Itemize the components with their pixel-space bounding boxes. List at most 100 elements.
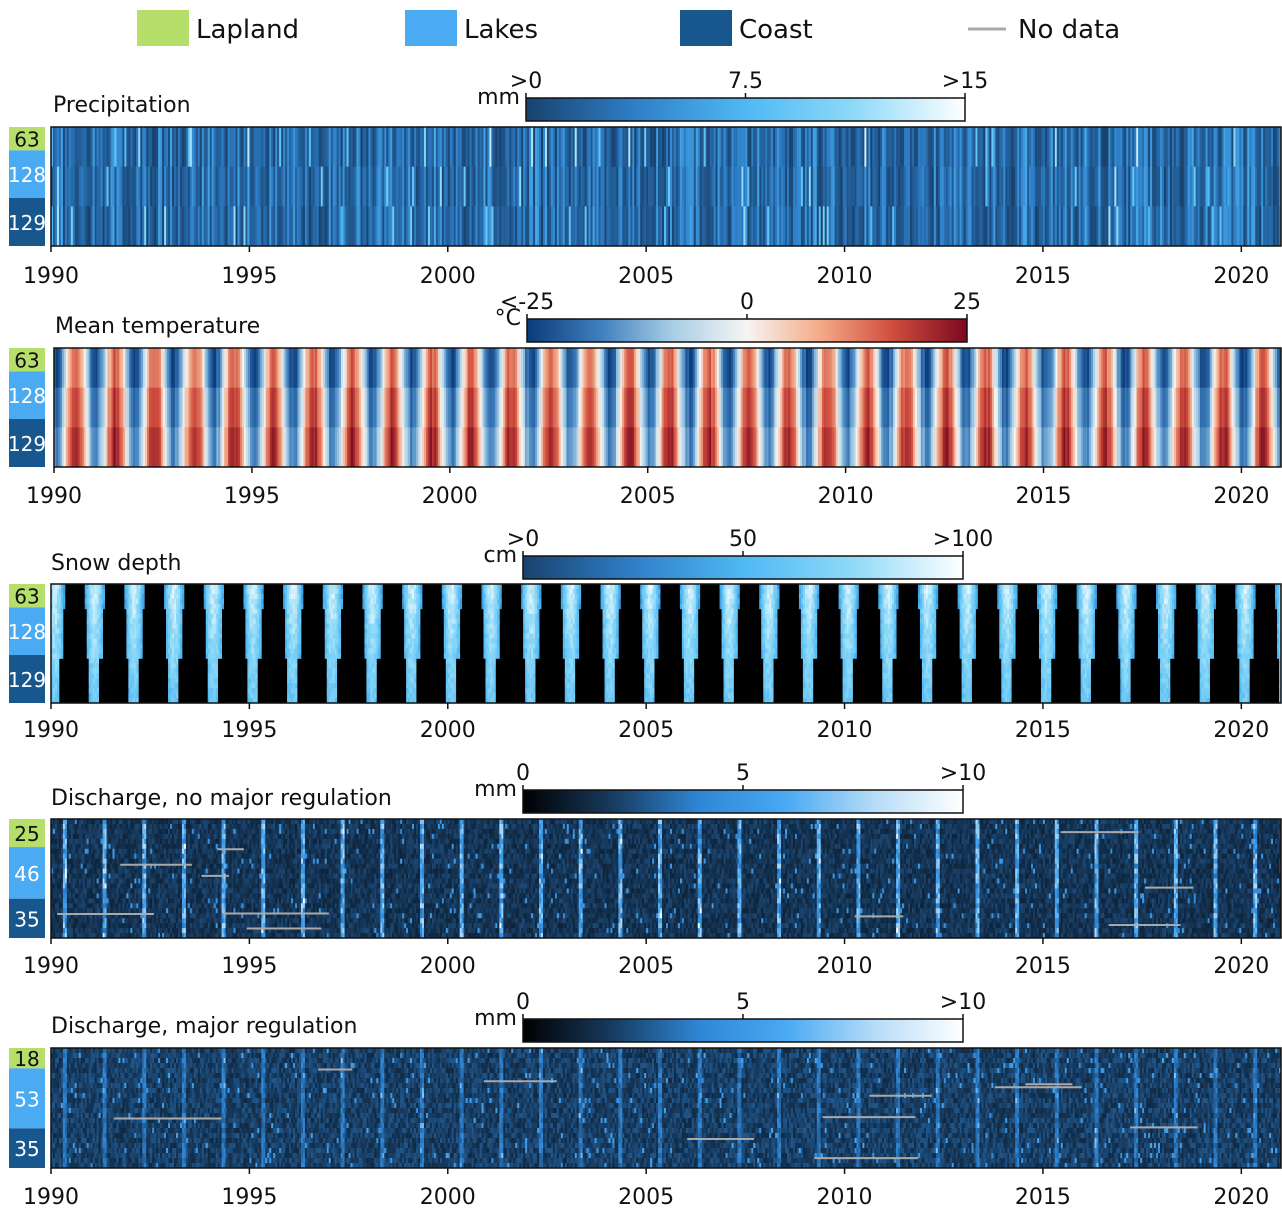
heatmap-cell [955,206,959,247]
heatmap-cell [1070,206,1074,247]
heatmap-cell [1027,206,1030,247]
heatmap-cell [471,206,474,247]
heatmap-cell [76,166,80,207]
heatmap-cell [1066,127,1070,168]
heatmap-cell [489,127,492,168]
heatmap-cell [650,206,653,247]
heatmap-cell [1239,127,1242,168]
heatmap-cell [673,127,677,168]
heatmap-cell [1191,166,1195,207]
heatmap-cell [140,166,143,207]
panel-title: Snow depth [51,551,181,576]
heatmap-cell [1195,166,1199,207]
heatmap-cell [78,206,82,247]
heatmap-cell [1007,127,1010,168]
heatmap-cell [1114,206,1117,247]
heatmap-cell [108,166,111,207]
heatmap-cell [517,127,520,168]
heatmap-cell [1011,206,1014,247]
heatmap-cell [130,166,133,207]
heatmap-cell [1084,166,1087,207]
heatmap-cell [1205,206,1208,247]
legend-label: Lapland [196,15,299,45]
heatmap-cell [733,166,736,207]
heatmap-cell [1161,206,1165,247]
heatmap-cell [350,127,353,168]
heatmap-cell [1013,206,1016,247]
heatmap-cell [1110,127,1113,168]
heatmap-cell [177,206,181,247]
heatmap-cell [828,127,832,168]
heatmap-cell [61,427,65,468]
heatmap-cell [195,166,199,207]
heatmap-cell [1021,206,1024,247]
heatmap-cell [854,127,857,168]
heatmap-cell [56,663,60,669]
heatmap-cell [332,206,336,247]
heatmap-cell [463,127,467,168]
heatmap-cell [638,127,641,168]
heatmap-cell [447,127,451,168]
heatmap-cell [116,206,119,247]
heatmap-cell [223,206,226,247]
heatmap-cell [269,166,272,207]
heatmap-cell [96,668,100,674]
heatmap-cell [142,593,145,600]
heatmap-cell [1013,127,1016,168]
heatmap-cell [164,127,167,168]
heatmap-cell [660,127,663,168]
heatmap-cell [828,206,832,247]
heatmap-cell [727,166,730,207]
heatmap-cell [677,166,681,207]
heatmap-cell [91,427,94,468]
heatmap-cell [993,166,996,207]
heatmap-cell [989,206,992,247]
heatmap-cell [929,206,933,247]
heatmap-cell [172,206,175,247]
heatmap-cell [717,127,720,168]
heatmap-cell [872,206,875,247]
heatmap-cell [136,663,139,669]
heatmap-cell [775,127,778,168]
heatmap-cell [400,166,403,207]
heatmap-cell [297,206,300,247]
heatmap-cell [374,166,377,207]
heatmap-cell [255,673,258,679]
heatmap-cell [1163,166,1167,207]
x-tick-label: 1990 [23,264,79,289]
heatmap-cell [259,206,262,247]
heatmap-cell [1227,206,1230,247]
heatmap-cell [181,603,185,610]
heatmap-cell [362,206,365,247]
heatmap-cell [142,588,145,595]
heatmap-cell [1009,206,1012,247]
heatmap-cell [179,608,183,615]
heatmap-cell [509,206,512,247]
heatmap-cell [554,127,558,168]
heatmap-cell [854,206,857,247]
group-segment-lapland [9,348,45,372]
heatmap-cell [572,206,576,247]
heatmap-cell [1074,166,1078,207]
heatmap-cell [179,206,183,247]
heatmap-cell [1102,206,1105,247]
heatmap-cell [114,127,117,168]
heatmap-cell [364,127,367,168]
heatmap-cell [330,206,334,247]
heatmap-cell [207,166,211,207]
heatmap-cell [818,127,822,168]
heatmap-cell [864,206,867,247]
heatmap-cell [1277,206,1280,247]
heatmap-cell [1233,127,1236,168]
heatmap-cell [864,166,867,207]
heatmap-cell [1219,206,1222,247]
x-tick-label: 2020 [1213,264,1269,289]
heatmap-cell [1096,166,1099,207]
heatmap-cell [433,166,437,207]
heatmap-cell [199,166,203,207]
heatmap-cell [785,127,788,168]
heatmap-cell [215,668,219,674]
heatmap-cell [1257,127,1260,168]
heatmap-cell [570,206,574,247]
heatmap-cell [66,206,70,247]
